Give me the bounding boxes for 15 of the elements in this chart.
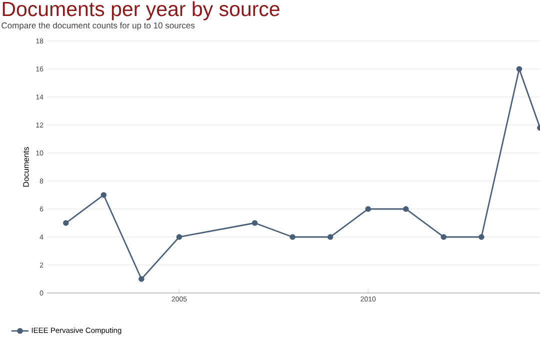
point [516, 66, 522, 72]
point [290, 234, 296, 240]
point [365, 206, 372, 212]
point [252, 220, 258, 226]
point [478, 234, 484, 240]
chart-subtitle: Compare the document counts for up to 10 sources [2, 22, 195, 30]
y-axis-title: Documents [23, 147, 29, 187]
point [100, 192, 107, 198]
point [138, 276, 144, 282]
point [440, 234, 447, 240]
point [402, 206, 409, 212]
point [327, 234, 334, 240]
point [176, 234, 182, 240]
point [62, 220, 69, 226]
chart-title: Documents per year by source [2, 1, 280, 20]
